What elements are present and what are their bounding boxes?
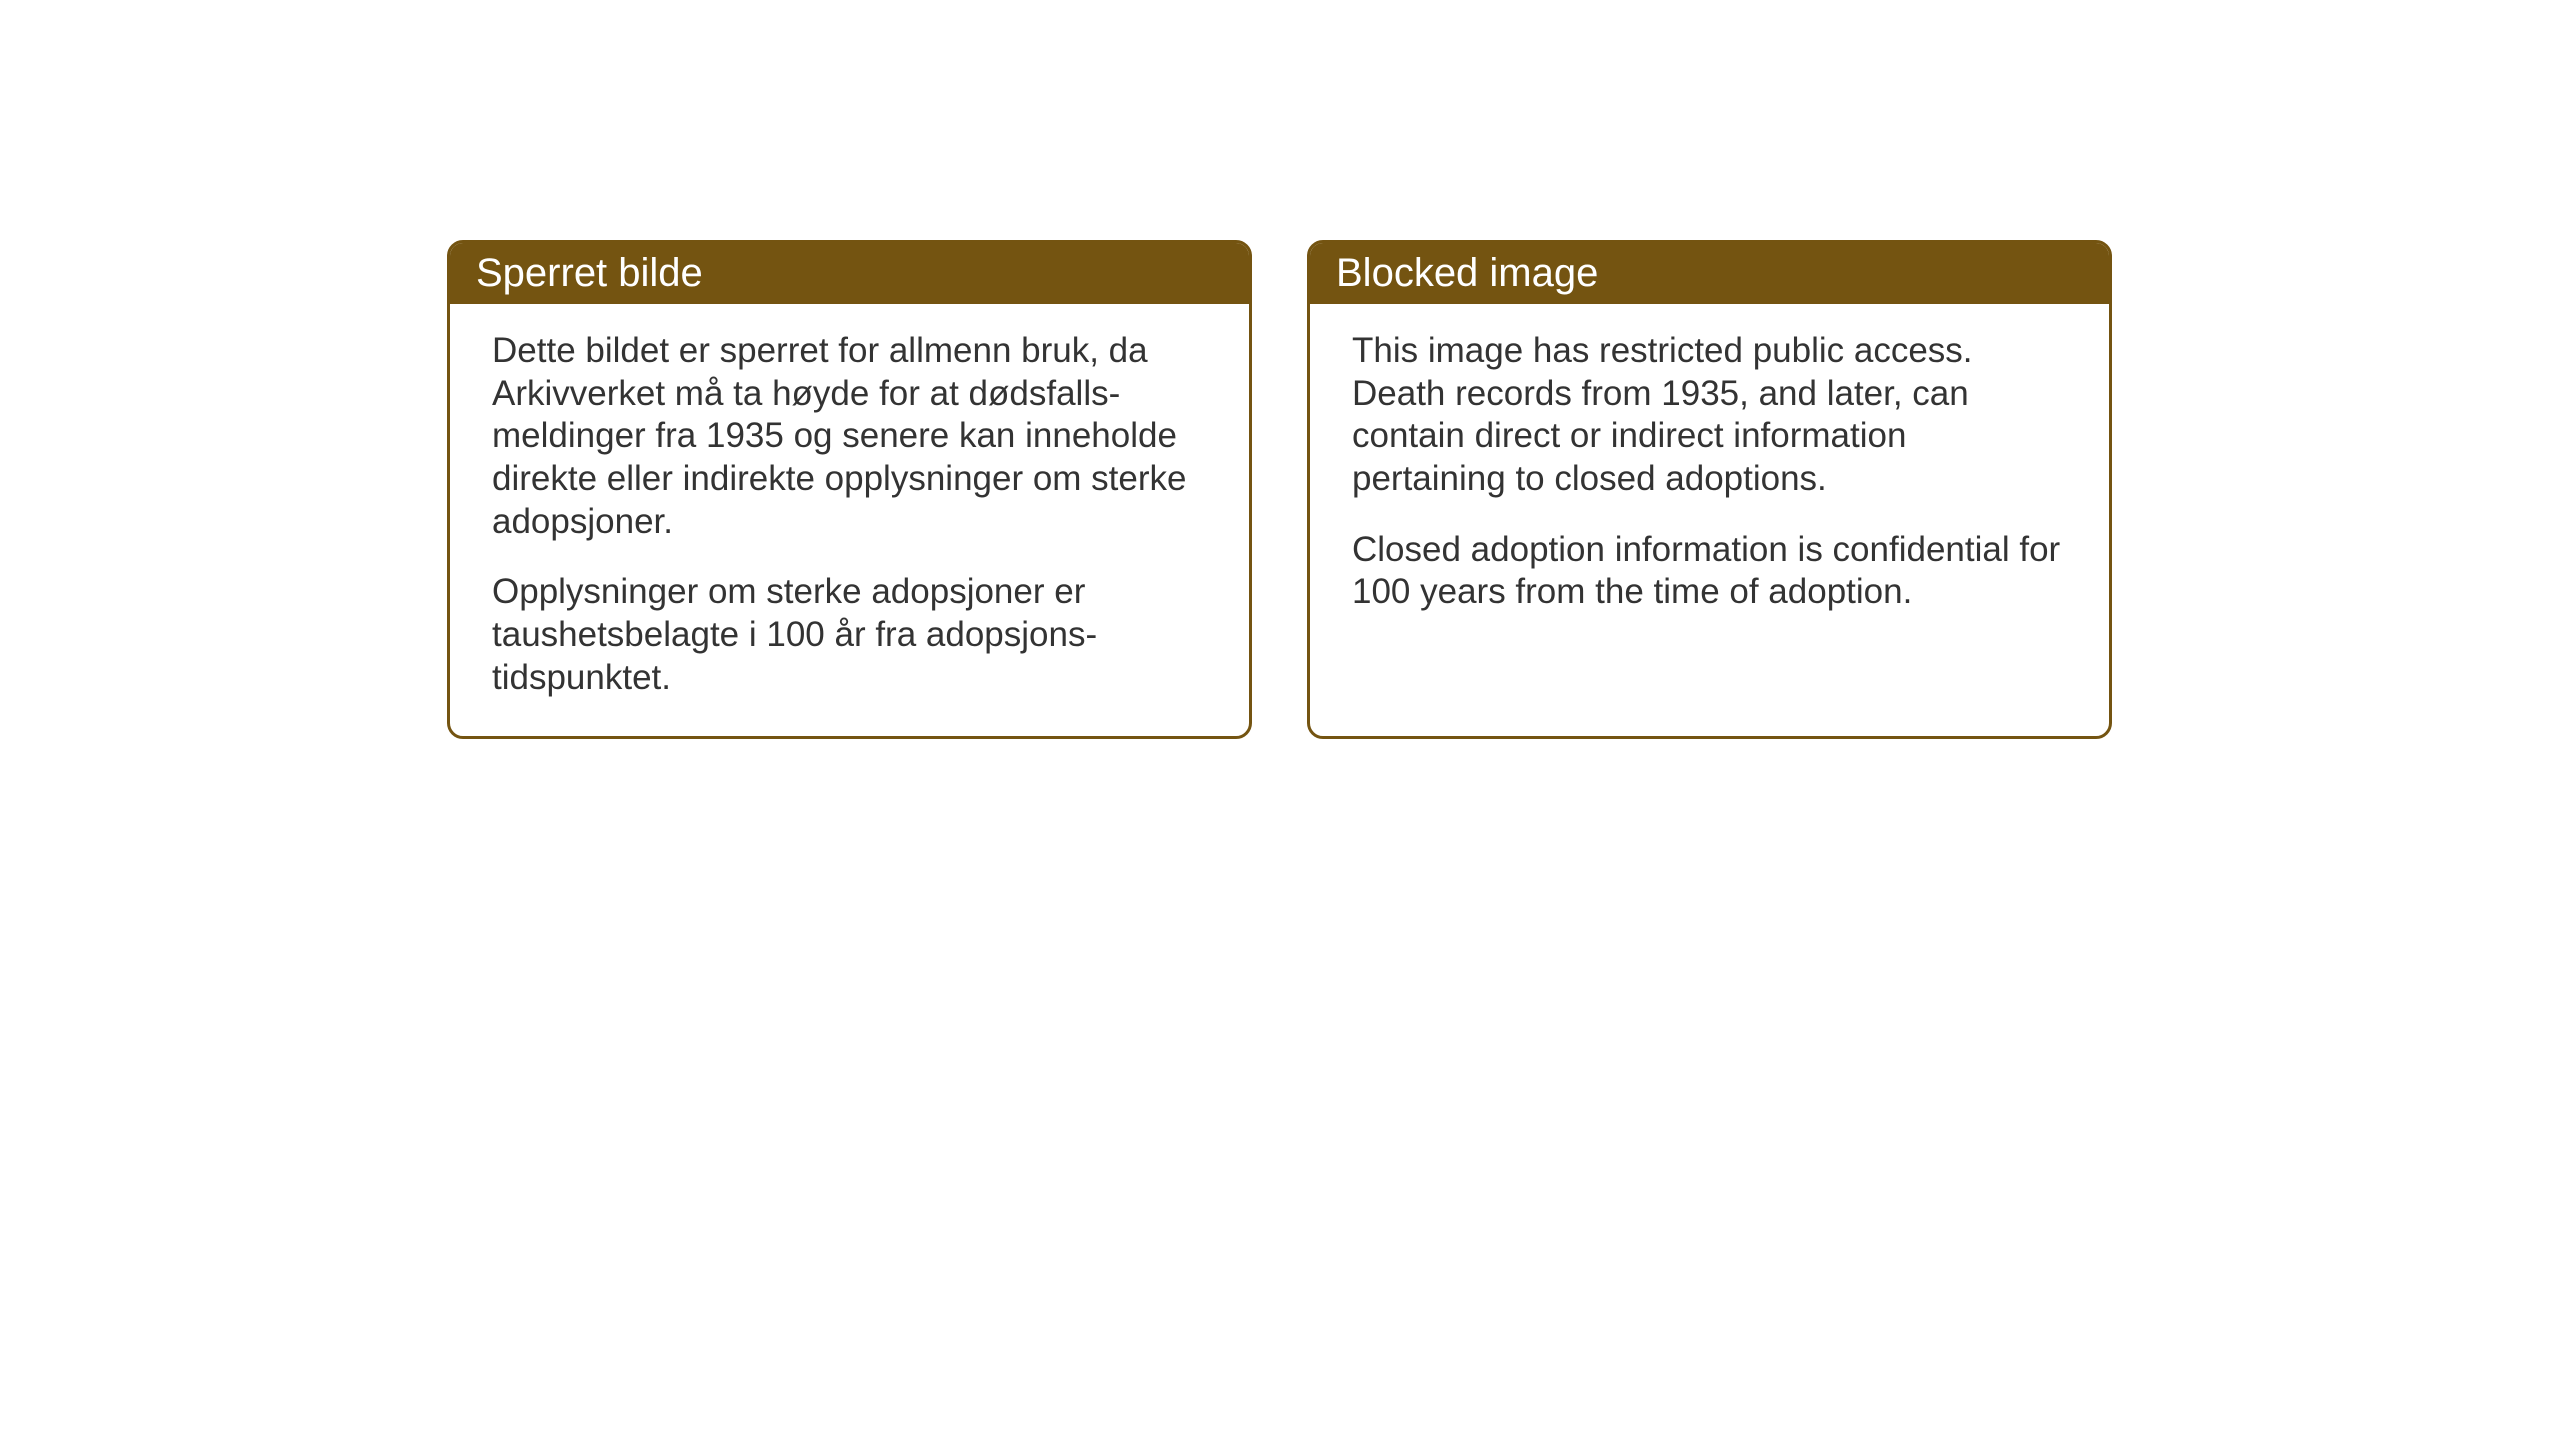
card-header-norwegian: Sperret bilde xyxy=(450,243,1249,304)
card-title-english: Blocked image xyxy=(1336,251,1598,295)
card-body-english: This image has restricted public access.… xyxy=(1310,304,2109,734)
card-header-english: Blocked image xyxy=(1310,243,2109,304)
notice-container: Sperret bilde Dette bildet er sperret fo… xyxy=(447,240,2112,739)
notice-card-norwegian: Sperret bilde Dette bildet er sperret fo… xyxy=(447,240,1252,739)
card-body-norwegian: Dette bildet er sperret for allmenn bruk… xyxy=(450,304,1249,736)
card-paragraph1-norwegian: Dette bildet er sperret for allmenn bruk… xyxy=(492,330,1207,543)
card-title-norwegian: Sperret bilde xyxy=(476,251,703,295)
card-paragraph2-norwegian: Opplysninger om sterke adopsjoner er tau… xyxy=(492,571,1207,699)
card-paragraph1-english: This image has restricted public access.… xyxy=(1352,330,2067,501)
notice-card-english: Blocked image This image has restricted … xyxy=(1307,240,2112,739)
card-paragraph2-english: Closed adoption information is confident… xyxy=(1352,529,2067,614)
